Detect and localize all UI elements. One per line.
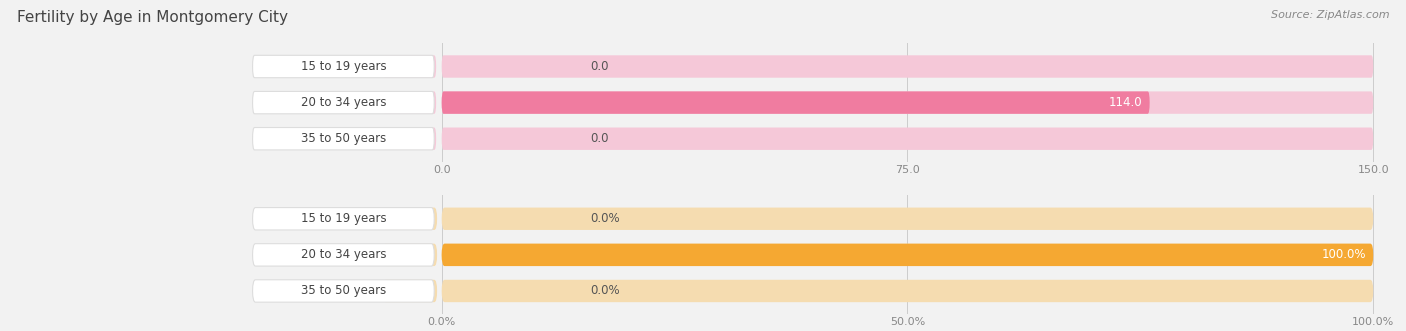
FancyBboxPatch shape (253, 244, 434, 266)
Text: 0.0%: 0.0% (591, 212, 620, 225)
Text: 100.0%: 100.0% (1322, 248, 1365, 261)
FancyBboxPatch shape (441, 208, 1374, 230)
FancyBboxPatch shape (382, 127, 436, 150)
FancyBboxPatch shape (441, 91, 1374, 114)
Text: 15 to 19 years: 15 to 19 years (301, 60, 387, 73)
FancyBboxPatch shape (441, 280, 1374, 302)
FancyBboxPatch shape (382, 280, 437, 302)
FancyBboxPatch shape (253, 127, 434, 150)
FancyBboxPatch shape (441, 244, 1374, 266)
Text: 0.0: 0.0 (591, 60, 609, 73)
FancyBboxPatch shape (382, 91, 436, 114)
Text: 0.0%: 0.0% (591, 284, 620, 298)
Text: 35 to 50 years: 35 to 50 years (301, 132, 387, 145)
FancyBboxPatch shape (441, 127, 1374, 150)
Text: 114.0: 114.0 (1108, 96, 1142, 109)
FancyBboxPatch shape (441, 91, 1150, 114)
FancyBboxPatch shape (441, 55, 1374, 78)
Text: 35 to 50 years: 35 to 50 years (301, 284, 387, 298)
Text: 20 to 34 years: 20 to 34 years (301, 96, 387, 109)
Text: 15 to 19 years: 15 to 19 years (301, 212, 387, 225)
FancyBboxPatch shape (253, 55, 434, 78)
FancyBboxPatch shape (441, 244, 1374, 266)
Text: Fertility by Age in Montgomery City: Fertility by Age in Montgomery City (17, 10, 288, 25)
FancyBboxPatch shape (253, 280, 434, 302)
FancyBboxPatch shape (382, 55, 436, 78)
Text: Source: ZipAtlas.com: Source: ZipAtlas.com (1271, 10, 1389, 20)
FancyBboxPatch shape (253, 91, 434, 114)
Text: 0.0: 0.0 (591, 132, 609, 145)
FancyBboxPatch shape (382, 244, 437, 266)
FancyBboxPatch shape (253, 208, 434, 230)
FancyBboxPatch shape (382, 208, 437, 230)
Text: 20 to 34 years: 20 to 34 years (301, 248, 387, 261)
